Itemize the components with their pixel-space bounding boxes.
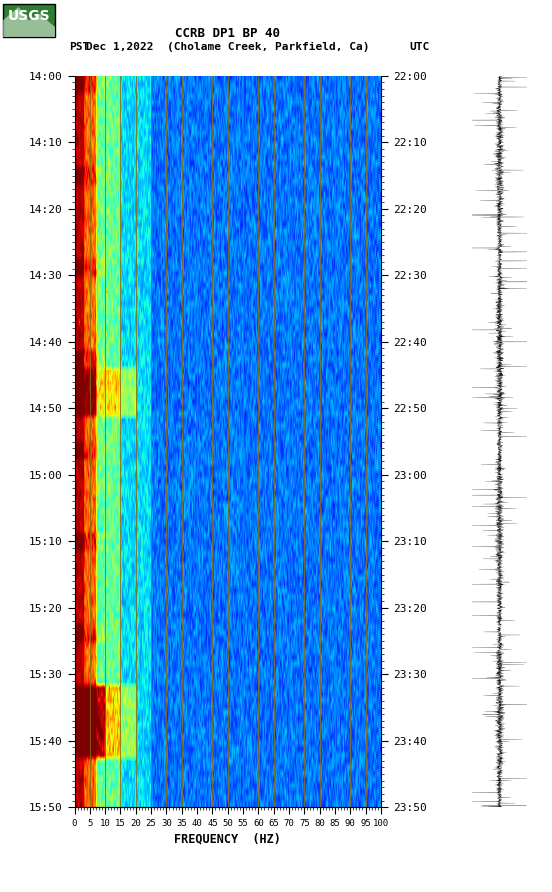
Text: USGS: USGS bbox=[8, 10, 50, 23]
Text: Dec 1,2022  (Cholame Creek, Parkfield, Ca): Dec 1,2022 (Cholame Creek, Parkfield, Ca… bbox=[86, 42, 369, 53]
Polygon shape bbox=[3, 7, 55, 37]
Text: UTC: UTC bbox=[410, 42, 429, 53]
Text: PST: PST bbox=[69, 42, 89, 53]
FancyBboxPatch shape bbox=[3, 4, 55, 37]
Text: CCRB DP1 BP 40: CCRB DP1 BP 40 bbox=[175, 27, 280, 39]
X-axis label: FREQUENCY  (HZ): FREQUENCY (HZ) bbox=[174, 832, 281, 846]
